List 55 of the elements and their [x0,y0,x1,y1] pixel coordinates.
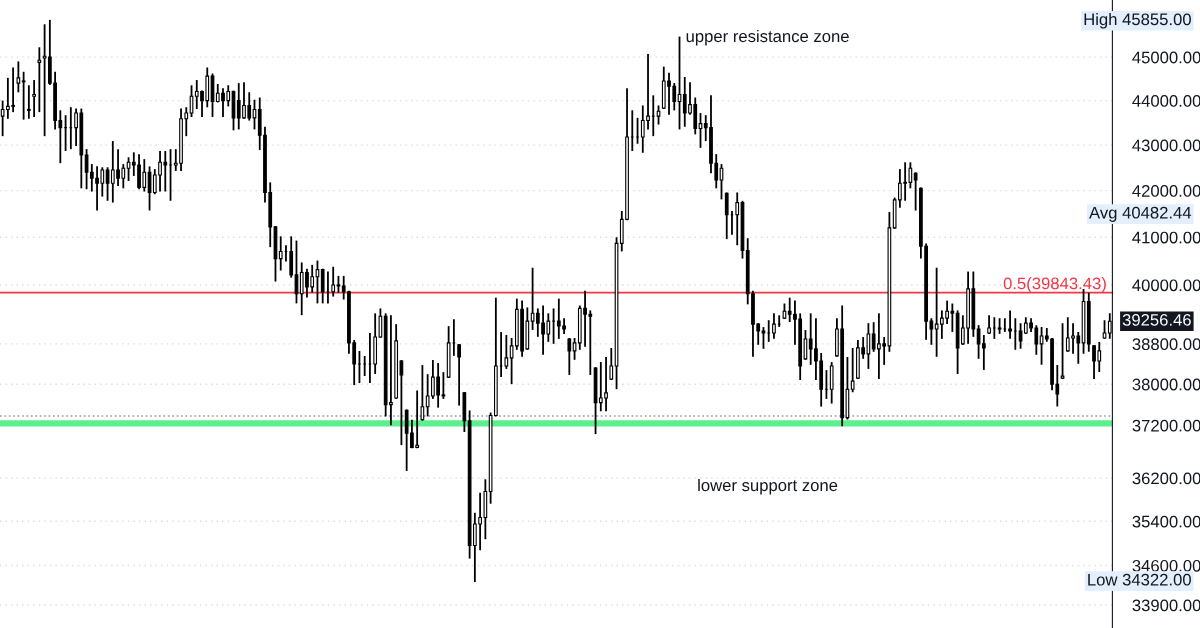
candlestick [1013,318,1018,350]
candlestick [609,347,614,381]
candlestick [850,347,855,393]
candlestick [913,172,918,211]
candlestick [651,95,656,137]
candlestick [32,80,36,117]
candlestick [1008,310,1012,339]
annotation: Low 34322.00 [1088,573,1191,586]
annotation: High 45855.00 [1084,13,1191,29]
candlestick [37,47,42,113]
candlestick [278,236,283,271]
y-tick-label: 36200.00 [1132,472,1200,485]
y-tick-label: 34600.00 [1132,559,1200,572]
candlestick [1060,323,1065,380]
candlestick [16,61,21,93]
y-tick-label: 33900.00 [1132,599,1200,612]
candlestick [761,327,766,349]
candlestick [567,338,572,375]
y-tick-label: 37200.00 [1132,419,1200,432]
y-tick-label: 44000.00 [1132,95,1200,107]
y-tick-label: 42000.00 [1132,185,1200,197]
candlestick [551,308,556,344]
candlestick [21,71,26,120]
candlestick [829,362,834,404]
candlestick [772,313,776,339]
y-tick-label: 40000.00 [1132,279,1200,292]
candlestick [992,317,997,339]
candlestick [1107,313,1112,339]
candlestick [357,350,362,384]
y-tick-label: 41000.00 [1132,231,1200,244]
annotation: Avg 40482.44 [1089,206,1192,222]
candlestick [630,110,635,151]
ref-line-label: 0.5(39843.43) [1003,277,1106,293]
candlestick [168,149,173,201]
y-tick-label: 38000.00 [1132,378,1200,391]
text: 39256.46 [1122,313,1191,326]
y-tick-label: 35400.00 [1132,515,1200,528]
candlestick [735,192,740,246]
y-tick-label: 43000.00 [1132,139,1200,152]
candlestick [504,335,509,369]
annotation: upper resistance zone [686,29,849,46]
candlestick [457,344,461,406]
candlestick [320,268,325,304]
candlestick [766,320,771,342]
candlestick [635,117,640,144]
candlestick [777,315,782,327]
candlestick [362,356,367,376]
candlestick [289,236,294,278]
y-tick-label: 38800.00 [1132,338,1200,351]
y-tick-label: 45000.00 [1132,51,1200,64]
annotation: lower support zone [698,478,838,495]
candlestick [420,365,425,421]
candlestick [26,85,31,119]
candlestick [331,266,336,297]
candlestick [724,192,729,240]
